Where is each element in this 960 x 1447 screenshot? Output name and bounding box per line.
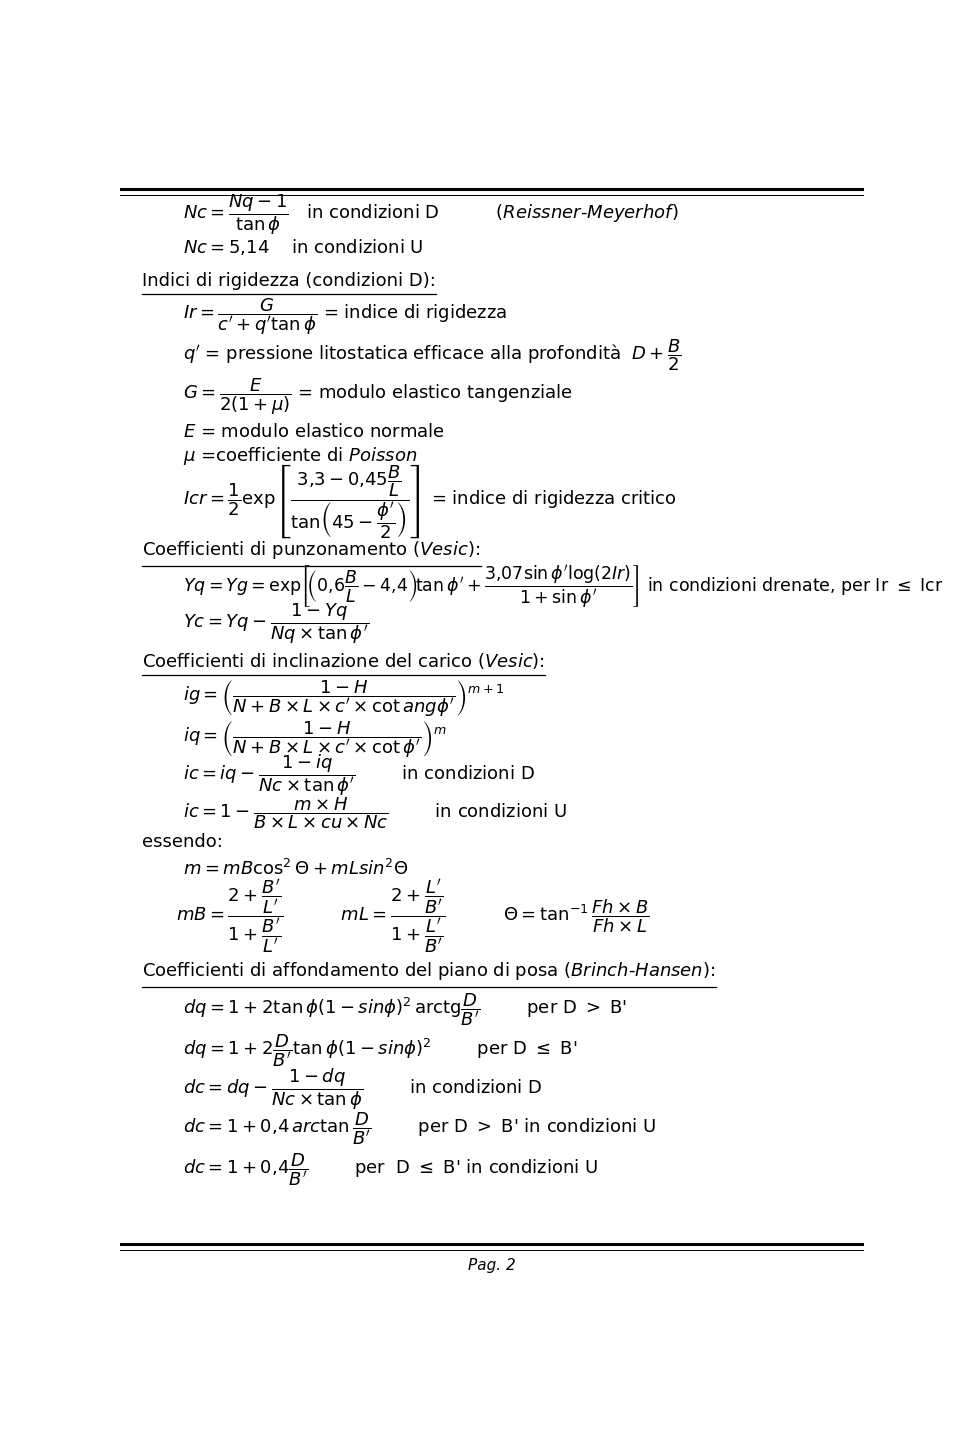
Text: $mB = \dfrac{2+\dfrac{B'}{L'}}{1+\dfrac{B'}{L'}}$          $mL = \dfrac{2+\dfrac: $mB = \dfrac{2+\dfrac{B'}{L'}}{1+\dfrac{… [176, 877, 649, 955]
Text: Coefficienti di inclinazione del carico ($\it{Vesic}$):: Coefficienti di inclinazione del carico … [142, 651, 545, 670]
Text: $dq = 1+2\dfrac{D}{B'}\tan\phi(1-sin\phi)^2$        per D $\leq$ B': $dq = 1+2\dfrac{D}{B'}\tan\phi(1-sin\phi… [183, 1032, 578, 1069]
Text: $dc = dq - \dfrac{1-dq}{Nc\times\tan\phi}$        in condizioni D: $dc = dq - \dfrac{1-dq}{Nc\times\tan\phi… [183, 1066, 542, 1113]
Text: $m = mB\cos^2\Theta + mLsin^2\Theta$: $m = mB\cos^2\Theta + mLsin^2\Theta$ [183, 860, 409, 878]
Text: Indici di rigidezza (condizioni D):: Indici di rigidezza (condizioni D): [142, 272, 436, 289]
Text: $ig = \left(\dfrac{1-H}{N+B\times L\times c'\times\mathrm{cot}\,ang\phi'}\right): $ig = \left(\dfrac{1-H}{N+B\times L\time… [183, 679, 504, 719]
Text: $E$ = modulo elastico normale: $E$ = modulo elastico normale [183, 423, 444, 441]
Text: $ic = 1 - \dfrac{m\times H}{B\times L\times cu\times Nc}$        in condizioni U: $ic = 1 - \dfrac{m\times H}{B\times L\ti… [183, 796, 567, 831]
Text: $G = \dfrac{E}{2(1+\mu)}$ = modulo elastico tangenziale: $G = \dfrac{E}{2(1+\mu)}$ = modulo elast… [183, 376, 573, 417]
Text: $dc = 1+0{,}4\,arc\tan\dfrac{D}{B'}$        per D $>$ B' in condizioni U: $dc = 1+0{,}4\,arc\tan\dfrac{D}{B'}$ per… [183, 1110, 657, 1147]
Text: $Yq = Yg = \exp\!\left[\!\left(0{,}6\dfrac{B}{L}-4{,}4\right)\!\tan\phi'+\dfrac{: $Yq = Yg = \exp\!\left[\!\left(0{,}6\dfr… [183, 563, 944, 609]
Text: $iq = \left(\dfrac{1-H}{N+B\times L\times c'\times\cot\phi'}\right)^{m}$: $iq = \left(\dfrac{1-H}{N+B\times L\time… [183, 719, 447, 760]
Text: $Nc = 5{,}14$    in condizioni U: $Nc = 5{,}14$ in condizioni U [183, 237, 423, 258]
Text: $Nc = \dfrac{Nq-1}{\tan\phi}$   in condizioni D          ($\it{Reissner}$-$\it{M: $Nc = \dfrac{Nq-1}{\tan\phi}$ in condizi… [183, 192, 679, 237]
Text: Coefficienti di punzonamento ($\it{Vesic}$):: Coefficienti di punzonamento ($\it{Vesic… [142, 540, 481, 561]
Text: $Yc = Yq - \dfrac{1-Yq}{Nq \times \tan\phi'}$: $Yc = Yq - \dfrac{1-Yq}{Nq \times \tan\p… [183, 602, 370, 647]
Text: $Ir = \dfrac{G}{c'+q'\tan\phi}$ = indice di rigidezza: $Ir = \dfrac{G}{c'+q'\tan\phi}$ = indice… [183, 297, 508, 337]
Text: $dc = 1+0{,}4\dfrac{D}{B'}$        per  D $\leq$ B' in condizioni U: $dc = 1+0{,}4\dfrac{D}{B'}$ per D $\leq$… [183, 1152, 598, 1188]
Text: Coefficienti di affondamento del piano di posa ($\it{Brinch}$-$\it{Hansen}$):: Coefficienti di affondamento del piano d… [142, 961, 716, 983]
Text: $q'$ = pressione litostatica efficace alla profondità  $D+\dfrac{B}{2}$: $q'$ = pressione litostatica efficace al… [183, 337, 683, 373]
Text: $dq = 1+2\tan\phi(1-sin\phi)^2\,\mathrm{arctg}\dfrac{D}{B'}$        per D $>$ B': $dq = 1+2\tan\phi(1-sin\phi)^2\,\mathrm{… [183, 991, 628, 1027]
Text: Pag. 2: Pag. 2 [468, 1257, 516, 1273]
Text: $ic = iq - \dfrac{1-iq}{Nc\times\tan\phi'}$        in condizioni D: $ic = iq - \dfrac{1-iq}{Nc\times\tan\phi… [183, 752, 535, 799]
Text: $\mu$ =coefficiente di $\it{Poisson}$: $\mu$ =coefficiente di $\it{Poisson}$ [183, 444, 418, 466]
Text: $Icr = \dfrac{1}{2}\exp\!\left[\dfrac{3{,}3-0{,}45\dfrac{B}{L}}{\tan\!\left(45-\: $Icr = \dfrac{1}{2}\exp\!\left[\dfrac{3{… [183, 462, 677, 541]
Text: essendo:: essendo: [142, 833, 223, 851]
